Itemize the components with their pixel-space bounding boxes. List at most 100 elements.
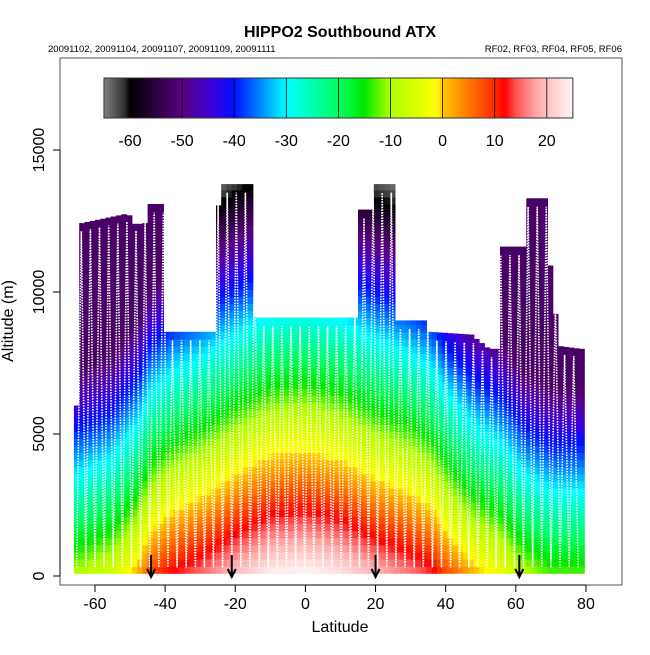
heatmap-cell <box>405 544 412 553</box>
heatmap-cell <box>152 431 159 439</box>
heatmap-cell <box>247 395 254 404</box>
heatmap-cell <box>226 488 233 496</box>
heatmap-cell <box>194 360 201 368</box>
heatmap-cell <box>110 417 117 425</box>
heatmap-cell <box>179 331 185 340</box>
heatmap-cell <box>237 530 243 539</box>
heatmap-cell <box>210 466 217 475</box>
heatmap-cell <box>547 303 554 312</box>
heatmap-cell <box>326 338 333 347</box>
heatmap-cell <box>105 409 112 418</box>
heatmap-cell <box>363 544 370 553</box>
heatmap-cell <box>89 409 96 418</box>
heatmap-cell <box>394 381 401 390</box>
heatmap-cell <box>184 445 191 454</box>
heatmap-cell <box>557 424 564 432</box>
heatmap-cell <box>84 480 91 489</box>
heatmap-cell <box>310 424 317 432</box>
heatmap-cell <box>258 559 264 567</box>
heatmap-cell <box>184 495 191 503</box>
heatmap-cell <box>447 409 454 418</box>
heatmap-cell <box>384 431 391 439</box>
heatmap-cell <box>142 310 149 319</box>
heatmap-cell <box>231 218 238 226</box>
heatmap-cell <box>105 488 112 496</box>
heatmap-cell <box>342 551 349 560</box>
heatmap-cell <box>379 523 385 532</box>
heatmap-cell <box>231 502 238 510</box>
heatmap-cell <box>468 537 475 546</box>
heatmap-cell <box>194 331 201 340</box>
heatmap-cell <box>231 509 238 517</box>
heatmap-cell <box>231 473 238 482</box>
heatmap-cell <box>105 317 112 326</box>
heatmap-cell <box>463 388 470 397</box>
heatmap-cell <box>284 417 291 425</box>
heatmap-cell <box>436 480 443 489</box>
heatmap-cell <box>379 445 385 454</box>
heatmap-cell <box>342 395 349 404</box>
heatmap-cell <box>168 388 175 397</box>
heatmap-cell <box>373 488 380 496</box>
heatmap-cell <box>400 395 406 404</box>
heatmap-cell <box>116 374 122 383</box>
heatmap-cell <box>536 260 543 269</box>
heatmap-cell <box>289 551 296 560</box>
heatmap-cell <box>389 402 396 411</box>
heatmap-cell <box>405 509 412 517</box>
heatmap-cell <box>468 509 475 517</box>
heatmap-cell <box>163 338 170 347</box>
heatmap-cell <box>389 360 396 368</box>
heatmap-cell <box>394 320 401 326</box>
heatmap-cell <box>142 473 149 482</box>
heatmap-cell <box>289 331 296 340</box>
heatmap-cell <box>273 473 280 482</box>
heatmap-cell <box>226 466 233 475</box>
heatmap-cell <box>521 346 527 354</box>
heatmap-cell <box>305 523 312 532</box>
heatmap-cell <box>294 374 301 383</box>
heatmap-cell <box>347 459 354 468</box>
colorbar-tick-label: 0 <box>438 133 447 150</box>
heatmap-cell <box>557 360 564 368</box>
heatmap-cell <box>89 431 96 439</box>
heatmap-cell <box>463 551 470 560</box>
heatmap-cell <box>368 303 375 312</box>
heatmap-cell <box>163 566 170 574</box>
heatmap-cell <box>89 324 96 333</box>
heatmap-cell <box>221 303 228 312</box>
heatmap-cell <box>105 424 112 432</box>
heatmap-cell <box>189 566 196 574</box>
heatmap-cell <box>494 381 501 390</box>
heatmap-cell <box>205 402 212 411</box>
heatmap-cell <box>373 225 380 233</box>
heatmap-cell <box>294 388 301 397</box>
heatmap-cell <box>489 509 496 517</box>
heatmap-cell <box>84 544 91 553</box>
heatmap-cell <box>342 537 349 546</box>
heatmap-cell <box>158 452 164 461</box>
heatmap-cell <box>384 184 391 191</box>
heatmap-cell <box>410 495 417 503</box>
heatmap-cell <box>442 502 449 510</box>
heatmap-cell <box>421 324 427 333</box>
heatmap-cell <box>231 395 238 404</box>
heatmap-cell <box>547 360 554 368</box>
heatmap-cell <box>221 346 228 354</box>
heatmap-cell <box>252 445 259 454</box>
heatmap-cell <box>310 331 317 340</box>
heatmap-cell <box>358 246 364 255</box>
heatmap-cell <box>205 509 212 517</box>
heatmap-cell <box>110 537 117 546</box>
heatmap-cell <box>568 466 575 475</box>
heatmap-cell <box>131 559 138 567</box>
heatmap-cell <box>216 516 222 525</box>
heatmap-cell <box>300 409 306 418</box>
heatmap-cell <box>331 551 338 560</box>
heatmap-cell <box>436 417 443 425</box>
heatmap-cell <box>321 544 328 553</box>
heatmap-cell <box>121 282 128 290</box>
heatmap-cell <box>116 502 122 510</box>
heatmap-cell <box>158 445 164 454</box>
heatmap-cell <box>447 473 454 482</box>
